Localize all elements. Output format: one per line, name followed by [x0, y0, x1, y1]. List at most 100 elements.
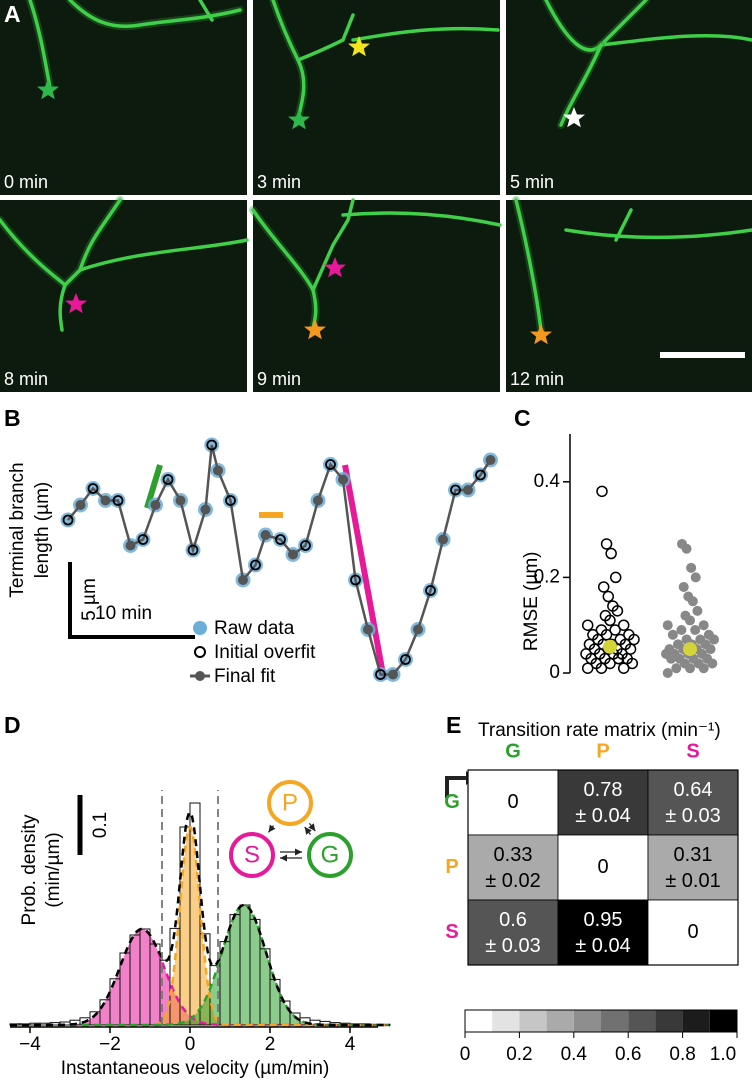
legend-swatch: [194, 646, 206, 658]
time-label: 12 min: [510, 369, 564, 389]
cell-value: 0: [687, 921, 698, 943]
state-label: P: [282, 789, 298, 816]
overfit-point: [137, 534, 149, 545]
overfit-point: [87, 483, 99, 494]
y-axis-label: RMSE (µm): [521, 551, 542, 651]
legend-entry: Initial overfit: [214, 642, 316, 663]
rmse-point: [685, 615, 695, 626]
overfit-point: [300, 540, 311, 551]
transition-arrowhead: [280, 854, 287, 862]
rmse-point: [666, 653, 677, 664]
rmse-point: [692, 605, 703, 616]
rmse-point: [690, 572, 701, 583]
rmse-point: [602, 590, 615, 603]
rmse-point: [596, 485, 608, 498]
rmse-point: [597, 581, 610, 593]
fit-point: [338, 474, 348, 485]
cell-value: 0.6: [499, 909, 527, 931]
cell-error: ± 0.03: [665, 805, 720, 827]
colorbar-border: [464, 1009, 738, 1033]
frame: 12 min: [506, 196, 752, 392]
rmse-point: [609, 571, 622, 584]
fit-point: [213, 465, 223, 476]
fit-point: [150, 500, 161, 510]
x-tick-label: 0: [185, 1034, 196, 1055]
colorbar-swatch: [655, 1010, 683, 1032]
fit-point: [313, 495, 323, 506]
panel-label: D: [4, 712, 21, 738]
rmse-point: [595, 662, 608, 674]
state-node: [267, 780, 313, 826]
matrix-border: [467, 769, 739, 966]
growth-annotation: [144, 464, 163, 509]
cell-error: ± 0.01: [665, 870, 720, 892]
fit-point: [175, 495, 186, 506]
cell-error: ± 0.02: [485, 870, 540, 892]
colorbar-swatch: [601, 1010, 629, 1032]
overfit-point: [112, 495, 124, 506]
rmse-point: [676, 624, 687, 635]
scale-bar-label: 10 min: [95, 603, 152, 624]
overfit-point: [187, 544, 199, 556]
matrix-cell: [557, 834, 649, 901]
panel-label: A: [4, 1, 21, 27]
frame: 3 min: [253, 0, 500, 195]
panel-label: E: [446, 712, 461, 738]
column-header: G: [505, 740, 521, 762]
cell-value: 0.31: [674, 844, 713, 866]
overfit-point: [225, 495, 236, 506]
colorbar-swatch: [546, 1010, 574, 1032]
colorbar-swatch: [492, 1010, 520, 1032]
overfit-point: [206, 439, 218, 451]
colorbar-swatch: [628, 1010, 656, 1032]
rmse-point: [609, 624, 621, 636]
fit-point: [238, 575, 248, 585]
legend-swatch: [193, 621, 207, 635]
transition-arrowhead: [295, 848, 302, 856]
colorbar-tick-label: 0.8: [669, 1044, 695, 1065]
overfit-point: [275, 534, 286, 545]
x-tick-label: −2: [99, 1034, 121, 1055]
column-header: S: [686, 740, 699, 762]
fit-point: [260, 530, 271, 540]
fit-point: [413, 624, 423, 635]
y-tick-label: 0: [549, 662, 560, 683]
colorbar-tick-label: 0.2: [506, 1044, 532, 1065]
matrix-title: Transition rate matrix (min⁻¹): [478, 720, 721, 741]
legend-entry: Raw data: [214, 618, 295, 639]
colorbar-swatch: [709, 1010, 737, 1032]
colorbar-tick-label: 1.0: [710, 1044, 736, 1065]
rmse-point: [581, 619, 594, 631]
legend-entry: Final fit: [214, 666, 276, 687]
x-tick-label: 4: [345, 1034, 356, 1055]
rmse-point: [612, 652, 625, 665]
y-axis-label: (min/µm): [43, 832, 64, 907]
state-node: [229, 832, 275, 878]
rmse-point: [681, 543, 692, 554]
rmse-point: [600, 538, 613, 550]
time-label: 9 min: [257, 369, 301, 389]
fit-point: [388, 669, 398, 680]
fit-point: [125, 540, 136, 551]
row-header: P: [445, 856, 458, 878]
frame: 0 min: [0, 0, 247, 195]
y-axis-label: Prob. density: [19, 814, 40, 925]
overfit-point: [325, 459, 336, 470]
overfit-point: [450, 484, 461, 496]
mean-point: [603, 639, 617, 654]
mean-point: [683, 642, 697, 657]
column-header: P: [596, 740, 609, 762]
colorbar-swatch: [573, 1010, 601, 1032]
y-tick-label: 0.2: [534, 566, 560, 587]
overfit-point: [375, 669, 386, 680]
matrix-cell: [557, 899, 649, 966]
overfit-point: [250, 559, 261, 571]
overfit-point: [400, 654, 411, 665]
rmse-point: [686, 562, 697, 573]
state-label: S: [244, 841, 260, 868]
overfit-point: [425, 585, 436, 596]
rmse-point: [605, 547, 617, 560]
y-axis-label: Terminal branch: [7, 462, 28, 597]
state-label: G: [321, 841, 340, 868]
